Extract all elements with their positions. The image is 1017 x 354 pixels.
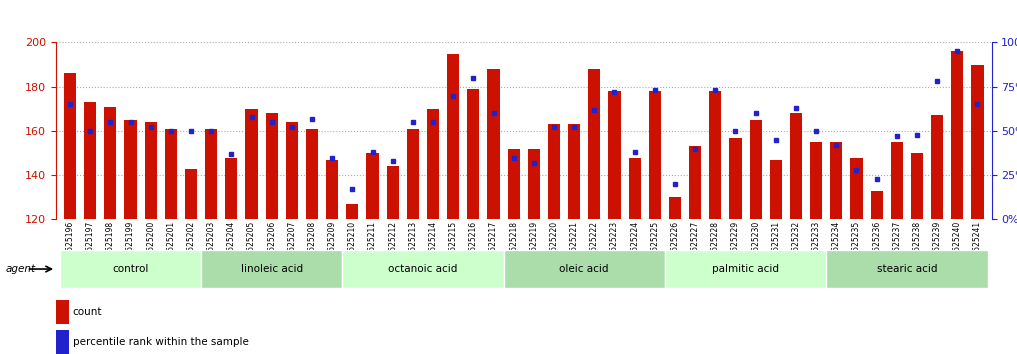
Bar (56, 330, 69, 354)
Text: palmitic acid: palmitic acid (712, 264, 779, 274)
Bar (84, 102, 97, 219)
Bar (669, 197, 681, 219)
FancyBboxPatch shape (201, 250, 343, 288)
Bar (811, 142, 822, 219)
Bar (56, 300, 69, 324)
Bar (427, 109, 439, 219)
Bar (830, 142, 842, 219)
Bar (124, 120, 136, 219)
Text: agent: agent (6, 264, 36, 274)
FancyBboxPatch shape (343, 250, 503, 288)
Bar (326, 160, 339, 219)
Text: oleic acid: oleic acid (559, 264, 609, 274)
Bar (64, 73, 76, 219)
Bar (729, 138, 741, 219)
Bar (629, 158, 641, 219)
Text: octanoic acid: octanoic acid (388, 264, 458, 274)
Bar (265, 113, 278, 219)
Bar (770, 160, 782, 219)
Text: linoleic acid: linoleic acid (241, 264, 303, 274)
Bar (447, 53, 460, 219)
Bar (709, 91, 721, 219)
Text: percentile rank within the sample: percentile rank within the sample (73, 337, 248, 347)
Bar (891, 142, 903, 219)
Bar (165, 129, 177, 219)
Bar (528, 149, 540, 219)
Bar (649, 91, 661, 219)
Bar (306, 129, 318, 219)
FancyBboxPatch shape (503, 250, 665, 288)
Bar (205, 129, 218, 219)
Bar (286, 122, 298, 219)
FancyBboxPatch shape (665, 250, 826, 288)
Bar (245, 109, 257, 219)
FancyBboxPatch shape (60, 250, 201, 288)
Bar (366, 153, 378, 219)
Text: count: count (73, 307, 103, 317)
Bar (185, 169, 197, 219)
Bar (548, 124, 560, 219)
Bar (407, 129, 419, 219)
Bar (690, 147, 701, 219)
Bar (951, 51, 963, 219)
Bar (850, 158, 862, 219)
Bar (386, 166, 399, 219)
Bar (467, 89, 479, 219)
Bar (507, 149, 520, 219)
Bar (790, 113, 802, 219)
Bar (569, 124, 581, 219)
Bar (347, 204, 358, 219)
Text: control: control (112, 264, 148, 274)
Bar (105, 107, 116, 219)
Bar (144, 122, 157, 219)
Bar (971, 64, 983, 219)
Bar (911, 153, 923, 219)
Bar (588, 69, 600, 219)
FancyBboxPatch shape (826, 250, 988, 288)
Bar (871, 191, 883, 219)
Bar (226, 158, 237, 219)
Text: stearic acid: stearic acid (877, 264, 937, 274)
Bar (932, 115, 943, 219)
Bar (487, 69, 499, 219)
Bar (608, 91, 620, 219)
Bar (750, 120, 762, 219)
